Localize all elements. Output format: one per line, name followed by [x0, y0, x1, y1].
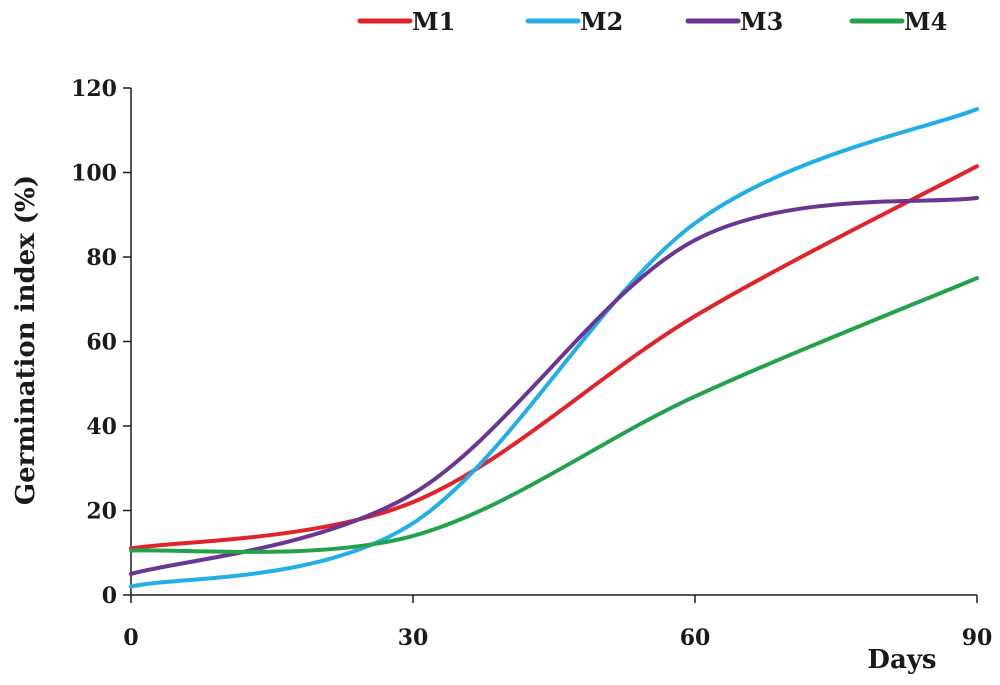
x-axis-title: Days [867, 645, 936, 675]
series-lines [129, 107, 979, 589]
legend-label-m3: M3 [740, 7, 783, 36]
x-tick-label: 90 [962, 625, 993, 651]
y-tick-label: 100 [71, 161, 117, 187]
series-line-m1 [129, 164, 979, 551]
legend-label-m1: M1 [412, 7, 455, 36]
y-tick-label: 120 [71, 76, 117, 102]
x-axis: 0 30 60 90 [123, 594, 993, 651]
legend: M1 M2 M3 M4 [357, 7, 947, 36]
x-tick-label: 30 [398, 625, 429, 651]
series-line-m3 [129, 195, 979, 576]
y-tick-label: 20 [86, 499, 117, 525]
y-axis-title: Germination index (%) [11, 175, 41, 505]
legend-label-m4: M4 [904, 7, 947, 36]
x-tick-label: 0 [123, 625, 138, 651]
y-tick-label: 40 [86, 414, 117, 440]
series-line-m4 [129, 276, 979, 554]
y-tick-label: 0 [102, 583, 117, 609]
x-tick-label: 60 [680, 625, 711, 651]
series-line-m2 [129, 107, 979, 589]
y-axis: 0 20 40 60 80 100 120 [71, 76, 132, 609]
y-tick-label: 60 [86, 330, 117, 356]
legend-label-m2: M2 [580, 7, 623, 36]
y-tick-label: 80 [86, 245, 117, 271]
